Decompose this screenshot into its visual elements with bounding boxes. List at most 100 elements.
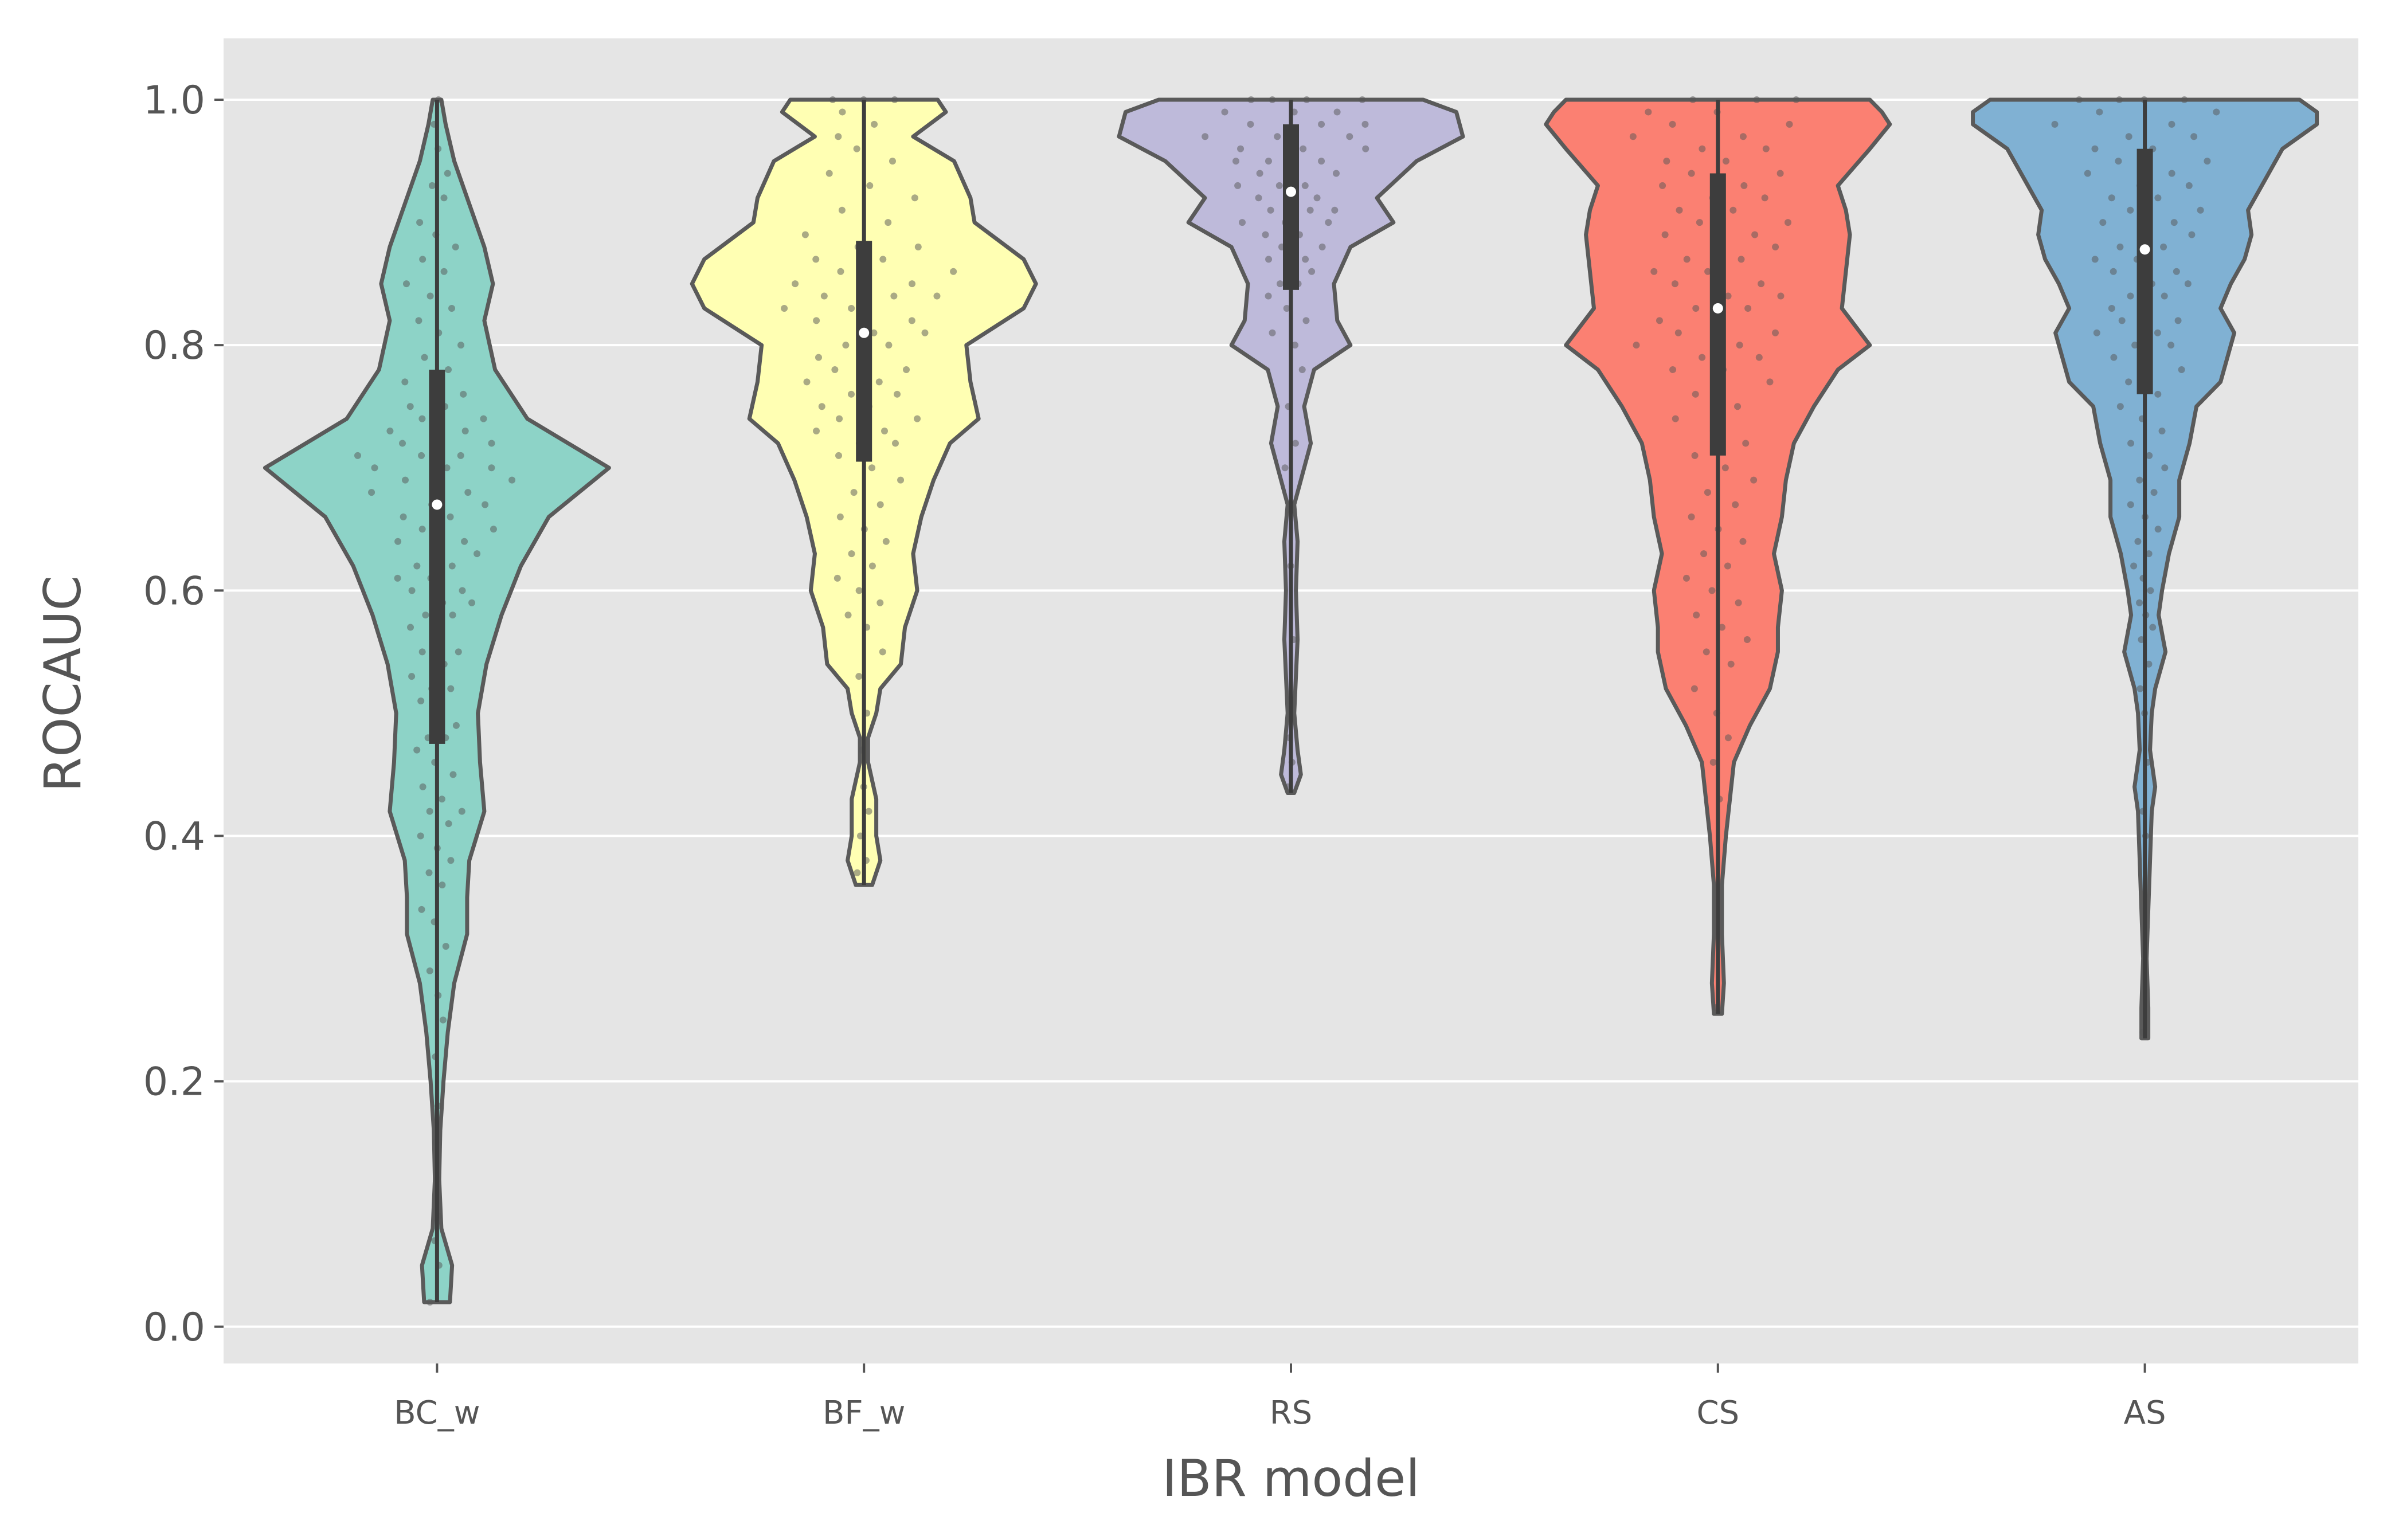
swarm-point [855,673,863,680]
x-tick-label: BF_w [823,1394,905,1432]
swarm-point [2134,538,2142,545]
swarm-point [1265,158,1272,165]
violin-RS [1117,96,1465,796]
swarm-point [876,599,884,606]
swarm-point [885,219,892,226]
swarm-point [442,943,449,950]
swarm-point [426,1298,434,1306]
swarm-point [2130,562,2138,570]
swarm-point [1361,120,1369,128]
swarm-point [1724,562,1731,570]
swarm-point [1274,133,1281,140]
swarm-point [2170,219,2178,226]
swarm-point [2091,145,2099,152]
swarm-point [1721,464,1729,472]
swarm-point [2185,182,2193,189]
median-point [2139,244,2150,255]
swarm-point [1277,280,1284,288]
swarm-point [1700,550,1708,558]
swarm-point [1772,243,1779,250]
swarm-point [1302,256,1309,263]
swarm-point [1265,256,1273,263]
swarm-point [1732,501,1739,508]
swarm-point [482,501,489,508]
x-axis-title: IBR model [1162,1449,1419,1508]
swarm-point [1672,415,1679,422]
swarm-point [2127,440,2135,447]
swarm-point [909,280,916,288]
swarm-point [418,452,425,459]
swarm-point [2093,329,2100,336]
swarm-point [1689,96,1697,104]
swarm-point [422,612,429,619]
swarm-point [844,612,852,619]
swarm-point [449,771,457,778]
swarm-point [439,1016,447,1024]
swarm-point [2174,317,2182,324]
violins [263,96,2319,1306]
x-tick-label: CS [1696,1394,1739,1432]
swarm-point [1283,304,1290,312]
swarm-point [813,428,820,435]
swarm-point [839,108,846,116]
swarm-point [950,268,957,275]
swarm-point [1699,354,1706,361]
swarm-point [871,120,878,128]
swarm-point [1362,145,1369,152]
y-axis: 0.0 0.2 0.4 0.6 0.8 1.0 [143,78,224,1350]
swarm-point [881,428,889,435]
swarm-point [418,415,426,422]
swarm-point [889,158,896,165]
swarm-point [879,256,887,263]
swarm-point [386,428,394,435]
swarm-point [801,231,809,238]
swarm-point [1656,317,1663,324]
swarm-point [1692,390,1699,398]
swarm-point [2147,587,2154,594]
swarm-point [818,403,825,410]
swarm-point [870,329,878,336]
swarm-point [418,906,425,913]
swarm-point [418,648,426,656]
swarm-point [1743,636,1751,643]
swarm-point [1693,612,1700,619]
swarm-point [1718,624,1725,631]
swarm-point [426,292,434,300]
swarm-point [448,304,456,312]
iqr-box [1709,173,1726,456]
swarm-point [1633,342,1640,349]
swarm-point [1785,219,1792,226]
swarm-point [2181,96,2188,104]
swarm-point [894,390,901,398]
swarm-point [488,464,495,472]
swarm-point [401,378,409,386]
swarm-point [1676,206,1683,214]
swarm-point [1793,96,1800,104]
swarm-point [459,587,466,594]
swarm-point [1262,231,1269,238]
swarm-point [1727,660,1735,668]
swarm-point [853,145,860,152]
swarm-point [1308,268,1316,275]
swarm-point [1691,685,1698,692]
x-tick-label: RS [1270,1394,1312,1432]
swarm-point [444,170,451,177]
swarm-point [1318,158,1325,165]
swarm-point [1645,108,1652,116]
swarm-point [1301,182,1309,189]
swarm-point [1333,108,1341,116]
swarm-point [2116,243,2124,250]
swarm-point [2154,329,2161,336]
swarm-point [875,378,883,386]
swarm-point [426,808,433,815]
iqr-box [856,241,872,462]
swarm-point [413,562,421,570]
swarm-point [1300,145,1307,152]
swarm-point [447,857,455,864]
swarm-point [438,796,445,803]
swarm-point [1221,108,1228,116]
swarm-point [850,489,858,496]
swarm-point [1682,574,1690,582]
swarm-point [911,194,918,202]
swarm-point [1699,145,1706,152]
